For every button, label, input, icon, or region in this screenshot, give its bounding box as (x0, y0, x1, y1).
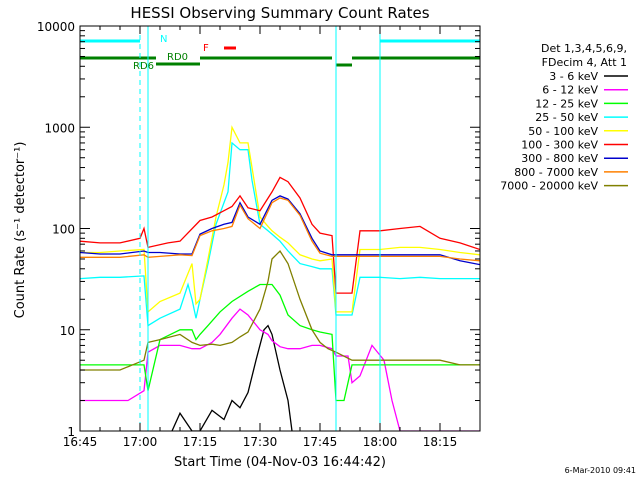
chart-title: HESSI Observing Summary Count Rates (130, 4, 429, 22)
legend-label-4: 25 - 50 keV (535, 111, 598, 124)
y-tick-label-5: 10000 (37, 20, 75, 34)
series-line-5 (80, 125, 480, 314)
footer-date: 6-Mar-2010 09:41 (565, 466, 636, 475)
state-label-2: RD0 (167, 52, 188, 63)
y-axis-label: Count Rate (s⁻¹ detector⁻¹) (13, 142, 28, 319)
series-line-4 (80, 141, 480, 327)
legend-label-7: 300 - 800 keV (521, 152, 598, 165)
legend-header-2: FDecim 4, Att 1 (542, 56, 627, 69)
legend-label-9: 7000 - 20000 keV (500, 180, 598, 193)
x-tick-label-3: 17:15 (183, 435, 218, 449)
legend-label-2: 6 - 12 keV (542, 84, 598, 97)
x-tick-label-6: 18:00 (363, 435, 398, 449)
state-label-1: N (160, 34, 167, 45)
legend-label-5: 50 - 100 keV (528, 125, 598, 138)
x-tick-label-2: 17:00 (123, 435, 158, 449)
x-tick-label-7: 18:15 (423, 435, 458, 449)
legend-header-1: Det 1,3,4,5,6,9, (541, 42, 627, 55)
legend-label-3: 12 - 25 keV (535, 97, 598, 110)
x-tick-label-4: 17:30 (243, 435, 278, 449)
series-line-2 (80, 308, 480, 431)
series-line-1 (171, 324, 293, 431)
y-tick-label-4: 1000 (44, 121, 75, 135)
x-axis-label: Start Time (04-Nov-03 16:44:42) (174, 455, 386, 470)
axes: 16:45 17:00 17:15 17:30 17:45 18:00 18:15 1 10 10… (37, 20, 481, 449)
series-line-3 (80, 283, 480, 402)
legend-label-8: 800 - 7000 keV (514, 166, 598, 179)
state-label-4: F (203, 43, 209, 54)
x-tick-label-1: 16:45 (63, 435, 98, 449)
x-tick-label-5: 17:45 (303, 435, 338, 449)
legend-label-1: 3 - 6 keV (549, 70, 598, 83)
y-tick-label-1: 1 (67, 425, 75, 439)
y-tick-label-2: 10 (60, 324, 75, 338)
legend-label-6: 100 - 300 keV (521, 139, 598, 152)
state-label-3: RD6 (133, 61, 154, 72)
legend: Det 1,3,4,5,6,9, FDecim 4, Att 1 3 - 6 k… (500, 42, 628, 193)
y-tick-label-3: 100 (52, 223, 75, 237)
